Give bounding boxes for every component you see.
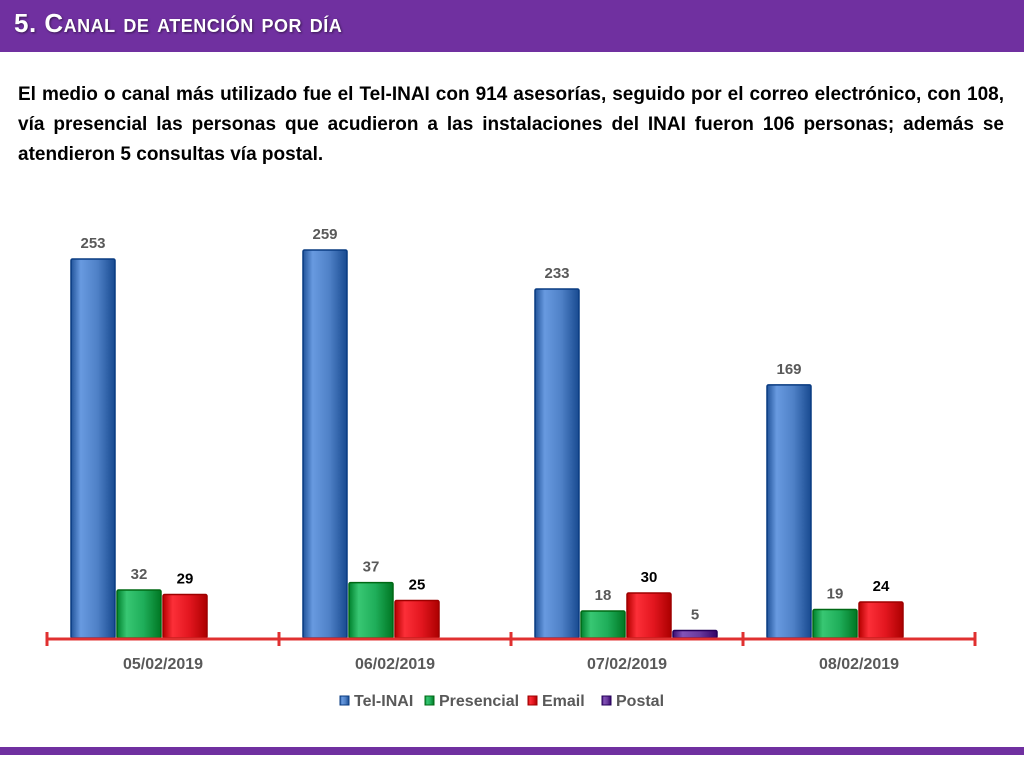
value-label-tel-inai-2: 259 xyxy=(312,226,337,243)
value-label-tel-inai-3: 233 xyxy=(544,265,569,282)
slide-title: 5. Canal de atención por día xyxy=(14,8,343,38)
summary-paragraph: El medio o canal más utilizado fue el Te… xyxy=(18,84,1004,165)
value-label-presencial-2: 37 xyxy=(363,559,380,576)
legend-swatch-presencial xyxy=(424,695,435,706)
legend-swatch-tel-inai xyxy=(339,695,350,706)
value-label-presencial-4: 19 xyxy=(827,586,844,603)
bar-presencial-2 xyxy=(348,581,394,639)
value-label-email-4: 24 xyxy=(873,578,890,595)
bar-email-1 xyxy=(162,593,208,639)
legend-label-presencial: Presencial xyxy=(439,693,519,710)
value-label-tel-inai-4: 169 xyxy=(776,361,801,378)
value-label-email-1: 29 xyxy=(177,571,194,588)
title-bar: 5. Canal de atención por día xyxy=(0,0,1024,52)
bar-email-2 xyxy=(394,599,440,639)
bar-tel-inai-3 xyxy=(534,288,580,639)
category-label-1: 05/02/2019 xyxy=(123,656,203,673)
bar-presencial-1 xyxy=(116,589,162,639)
legend-label-email: Email xyxy=(542,693,585,710)
category-label-3: 07/02/2019 xyxy=(587,656,667,673)
legend-label-tel-inai: Tel-INAI xyxy=(354,693,413,710)
value-label-tel-inai-1: 253 xyxy=(80,235,105,252)
bar-email-3 xyxy=(626,592,672,639)
bar-email-4 xyxy=(858,601,904,639)
value-label-email-2: 25 xyxy=(409,577,426,594)
bar-presencial-3 xyxy=(580,610,626,639)
bar-tel-inai-4 xyxy=(766,384,812,639)
value-label-presencial-1: 32 xyxy=(131,566,148,583)
bar-tel-inai-1 xyxy=(70,258,116,639)
category-label-2: 06/02/2019 xyxy=(355,656,435,673)
value-label-presencial-3: 18 xyxy=(595,587,612,604)
category-label-4: 08/02/2019 xyxy=(819,656,899,673)
legend-swatch-postal xyxy=(601,695,612,706)
footer-bar xyxy=(0,747,1024,755)
bar-tel-inai-2 xyxy=(302,249,348,639)
bar-presencial-4 xyxy=(812,608,858,639)
legend-swatch-email xyxy=(527,695,538,706)
value-label-postal-3: 5 xyxy=(691,607,699,624)
legend-label-postal: Postal xyxy=(616,693,664,710)
bar-postal-3 xyxy=(672,629,718,639)
value-label-email-3: 30 xyxy=(641,569,658,586)
